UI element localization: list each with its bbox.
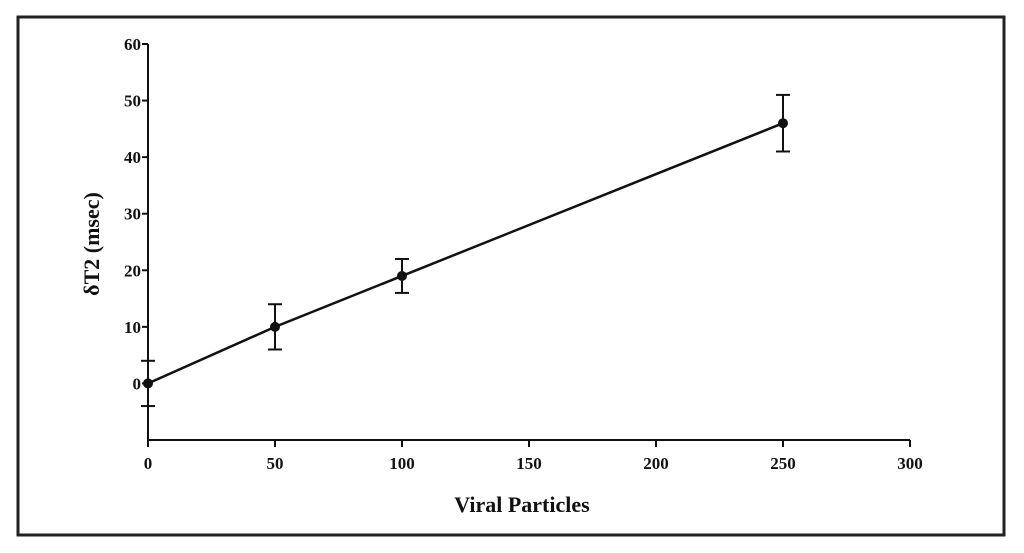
x-axis-title: Viral Particles xyxy=(454,492,590,517)
y-tick-label: 20 xyxy=(124,261,141,280)
series-line xyxy=(147,122,784,385)
y-axis-title: δT2 (msec) xyxy=(79,192,104,296)
y-tick-label: 10 xyxy=(124,318,141,337)
x-tick-label: 100 xyxy=(389,454,415,473)
x-tick-label: 150 xyxy=(516,454,542,473)
y-tick-label: 40 xyxy=(124,148,141,167)
data-point xyxy=(270,321,280,332)
data-point xyxy=(143,378,153,389)
y-tick-label: 50 xyxy=(124,92,141,111)
data-point xyxy=(778,118,788,129)
x-tick-label: 0 xyxy=(144,454,153,473)
y-tick-label: 60 xyxy=(124,35,141,54)
x-tick-label: 200 xyxy=(643,454,669,473)
x-tick-label: 300 xyxy=(897,454,923,473)
x-tick-label: 50 xyxy=(267,454,284,473)
x-tick-label: 250 xyxy=(770,454,796,473)
data-point xyxy=(397,270,407,281)
chart-frame xyxy=(16,15,1006,537)
y-tick-label: 0 xyxy=(133,374,142,393)
y-tick-label: 30 xyxy=(124,205,141,224)
